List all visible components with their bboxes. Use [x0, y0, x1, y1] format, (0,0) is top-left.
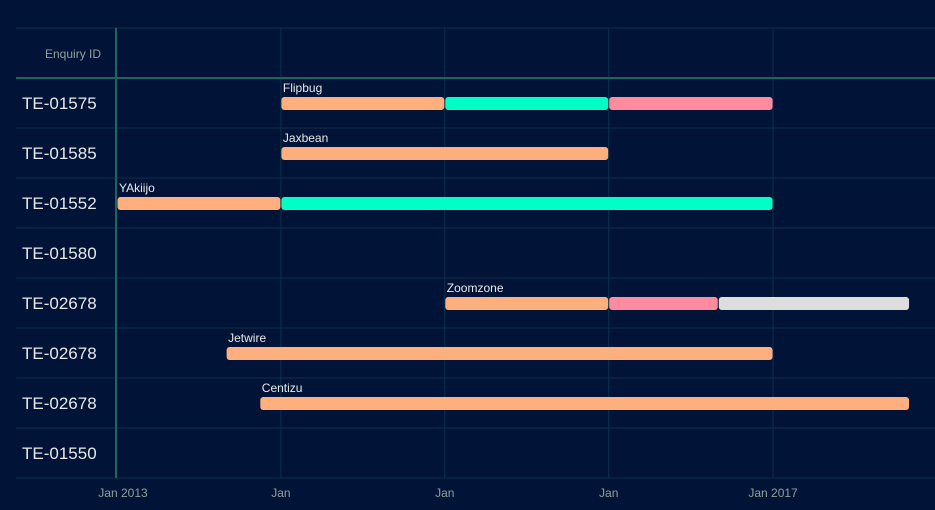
row-id-label: TE-01552 — [22, 194, 97, 213]
x-tick-label: Jan 2013 — [98, 486, 148, 500]
gantt-bar-segment — [609, 297, 718, 310]
x-tick-label: Jan 2017 — [748, 486, 798, 500]
x-tick-label: Jan — [435, 486, 454, 500]
x-tick-label: Jan — [599, 486, 618, 500]
gantt-bar-segment — [445, 97, 609, 110]
gantt-bar-segment — [718, 297, 910, 310]
row-id-label: TE-02678 — [22, 294, 97, 313]
gantt-bar-segment — [281, 197, 773, 210]
bar-label: Centizu — [262, 381, 303, 395]
row-id-label: TE-02678 — [22, 344, 97, 363]
bar-label: Jetwire — [228, 331, 266, 345]
gantt-bar-segment — [281, 147, 609, 160]
row-id-label: TE-01580 — [22, 244, 97, 263]
gantt-bar-segment — [445, 297, 609, 310]
row-id-label: TE-01585 — [22, 144, 97, 163]
gantt-bar-segment — [281, 97, 445, 110]
gantt-bar-segment — [609, 97, 773, 110]
bar-label: Flipbug — [283, 81, 322, 95]
bar-label: Zoomzone — [447, 281, 504, 295]
gantt-bar-segment — [226, 347, 773, 360]
row-id-label: TE-01550 — [22, 444, 97, 463]
row-id-label: TE-02678 — [22, 394, 97, 413]
gantt-bar-segment — [117, 197, 281, 210]
x-tick-label: Jan — [271, 486, 290, 500]
row-id-label: TE-01575 — [22, 94, 97, 113]
bar-label: YAkiijo — [119, 181, 155, 195]
gantt-bar-segment — [260, 397, 910, 410]
bar-label: Jaxbean — [283, 131, 328, 145]
header-label: Enquiry ID — [45, 47, 102, 61]
